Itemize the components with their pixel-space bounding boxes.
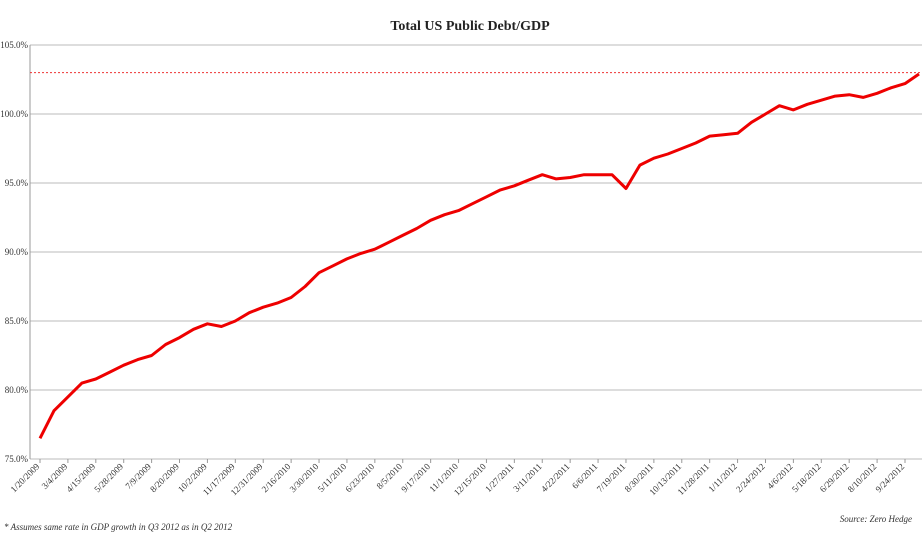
x-tick-label: 3/11/2011 bbox=[511, 461, 543, 493]
x-tick-label: 8/20/2009 bbox=[148, 461, 181, 494]
x-tick-label: 1/11/2012 bbox=[706, 461, 739, 494]
y-tick-label: 105.0% bbox=[0, 40, 28, 50]
x-tick-label: 4/22/2011 bbox=[539, 461, 572, 494]
x-tick-label: 7/19/2011 bbox=[595, 461, 628, 494]
source: Source: Zero Hedge bbox=[840, 514, 912, 524]
x-tick-label: 6/23/2010 bbox=[343, 461, 376, 494]
y-tick-label: 90.0% bbox=[5, 247, 29, 257]
footnote: * Assumes same rate in GDP growth in Q3 … bbox=[4, 522, 233, 532]
y-tick-label: 100.0% bbox=[0, 109, 28, 119]
x-tick-label: 1/20/2009 bbox=[9, 461, 42, 494]
y-tick-label: 80.0% bbox=[5, 385, 29, 395]
x-tick-label: 2/24/2012 bbox=[734, 461, 767, 494]
y-tick-label: 85.0% bbox=[5, 316, 29, 326]
x-tick-label: 6/29/2012 bbox=[818, 461, 851, 494]
y-tick-label: 95.0% bbox=[5, 178, 29, 188]
x-tick-label: 9/17/2010 bbox=[399, 461, 432, 494]
x-tick-label: 4/15/2009 bbox=[64, 461, 97, 494]
x-tick-label: 5/18/2012 bbox=[790, 461, 823, 494]
data-line bbox=[38, 72, 920, 439]
x-tick-label: 5/11/2010 bbox=[316, 461, 349, 494]
x-tick-label: 8/10/2012 bbox=[846, 461, 879, 494]
x-tick-label: 2/16/2010 bbox=[260, 461, 293, 494]
x-tick-label: 1/27/2011 bbox=[483, 461, 516, 494]
x-tick-label: 3/30/2010 bbox=[288, 461, 321, 494]
y-tick-label: 75.0% bbox=[5, 454, 29, 464]
chart-title: Total US Public Debt/GDP bbox=[390, 19, 550, 34]
x-tick-label: 5/28/2009 bbox=[92, 461, 125, 494]
x-tick-label: 9/24/2012 bbox=[874, 461, 907, 494]
